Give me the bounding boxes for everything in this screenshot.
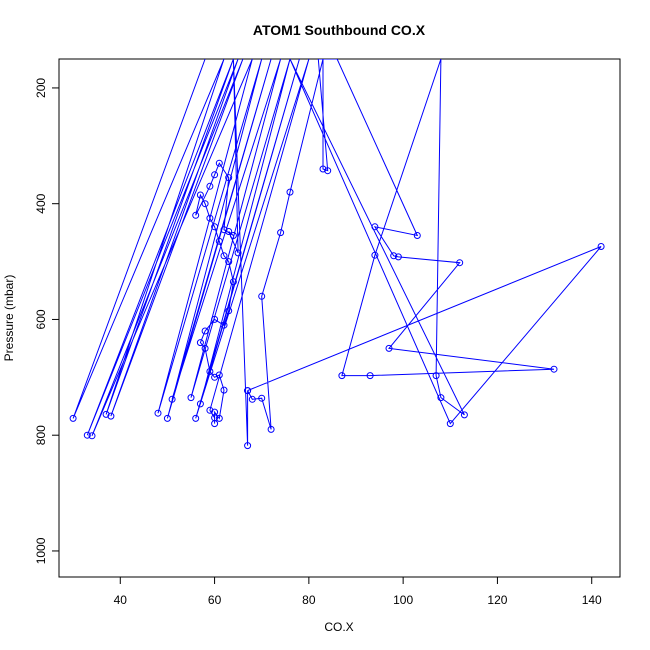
plot-frame bbox=[58, 58, 621, 578]
data-point bbox=[69, 414, 77, 422]
data-point bbox=[248, 395, 256, 403]
data-point bbox=[211, 408, 219, 416]
y-tick-label: 800 bbox=[34, 425, 48, 445]
data-point bbox=[225, 258, 233, 266]
data-point bbox=[319, 165, 327, 173]
data-point bbox=[371, 223, 379, 231]
data-point bbox=[206, 368, 214, 375]
x-axis-label: CO.X bbox=[324, 620, 353, 634]
data-point bbox=[390, 252, 398, 260]
x-tick-label: 120 bbox=[487, 593, 507, 607]
data-point bbox=[163, 414, 171, 422]
data-point bbox=[550, 365, 558, 373]
data-point bbox=[168, 395, 176, 403]
data-point bbox=[286, 188, 294, 196]
data-point bbox=[371, 251, 379, 259]
data-point bbox=[196, 400, 204, 408]
data-point bbox=[244, 442, 252, 450]
x-tick-label: 80 bbox=[302, 593, 316, 607]
data-point bbox=[206, 214, 214, 222]
data-point bbox=[413, 232, 421, 239]
y-tick-label: 600 bbox=[34, 309, 48, 329]
data-point bbox=[201, 200, 209, 208]
data-point bbox=[192, 414, 200, 422]
y-tick-label: 1000 bbox=[34, 537, 48, 564]
data-point bbox=[432, 372, 440, 380]
data-point bbox=[394, 253, 402, 261]
data-point bbox=[460, 411, 468, 419]
x-tick-label: 60 bbox=[208, 593, 222, 607]
data-point bbox=[234, 249, 242, 257]
data-point bbox=[215, 414, 223, 422]
data-point bbox=[211, 223, 219, 231]
data-point bbox=[187, 394, 195, 402]
data-point bbox=[154, 409, 162, 417]
data-point bbox=[220, 386, 228, 394]
data-point bbox=[229, 278, 237, 286]
data-point bbox=[437, 394, 445, 402]
data-point bbox=[196, 191, 204, 199]
data-point bbox=[277, 229, 285, 237]
x-axis: 40 60 80 100 120 140 bbox=[114, 577, 602, 607]
data-point bbox=[244, 387, 252, 395]
data-point bbox=[102, 410, 110, 418]
y-tick-label: 400 bbox=[34, 193, 48, 213]
data-point bbox=[215, 159, 223, 167]
data-point bbox=[201, 344, 209, 352]
data-point bbox=[597, 243, 605, 250]
y-tick-label: 200 bbox=[34, 78, 48, 98]
data-point bbox=[192, 211, 200, 219]
data-point bbox=[107, 412, 115, 420]
data-point bbox=[366, 372, 374, 380]
data-point bbox=[220, 226, 228, 234]
data-point bbox=[201, 327, 209, 335]
data-point bbox=[211, 373, 219, 381]
data-point bbox=[456, 259, 464, 267]
series-line bbox=[72, 59, 602, 446]
data-point bbox=[267, 425, 275, 433]
data-point bbox=[258, 292, 266, 300]
x-tick-label: 100 bbox=[393, 593, 413, 607]
data-point bbox=[215, 237, 223, 245]
data-point bbox=[211, 420, 219, 428]
data-point bbox=[338, 372, 346, 380]
x-tick-label: 140 bbox=[582, 593, 602, 607]
data-point bbox=[225, 174, 233, 182]
data-point bbox=[206, 406, 214, 414]
data-point bbox=[83, 431, 91, 439]
data-point bbox=[446, 420, 454, 428]
data-point bbox=[385, 344, 393, 352]
chart-title: ATOM1 Southbound CO.X bbox=[253, 22, 426, 38]
data-point bbox=[225, 228, 233, 235]
data-point bbox=[220, 321, 228, 329]
data-point bbox=[211, 315, 219, 323]
plot-area bbox=[69, 59, 605, 450]
data-point bbox=[211, 171, 219, 179]
data-point bbox=[196, 339, 204, 347]
data-point bbox=[88, 432, 96, 440]
x-tick-label: 40 bbox=[114, 593, 128, 607]
data-point bbox=[229, 232, 237, 239]
data-point bbox=[206, 182, 214, 190]
data-point bbox=[225, 307, 233, 315]
data-point bbox=[324, 167, 332, 175]
data-point bbox=[258, 394, 266, 402]
y-axis-label: Pressure (mbar) bbox=[2, 275, 16, 362]
y-axis: 200 400 600 800 1000 bbox=[34, 78, 59, 564]
data-point bbox=[220, 252, 228, 260]
